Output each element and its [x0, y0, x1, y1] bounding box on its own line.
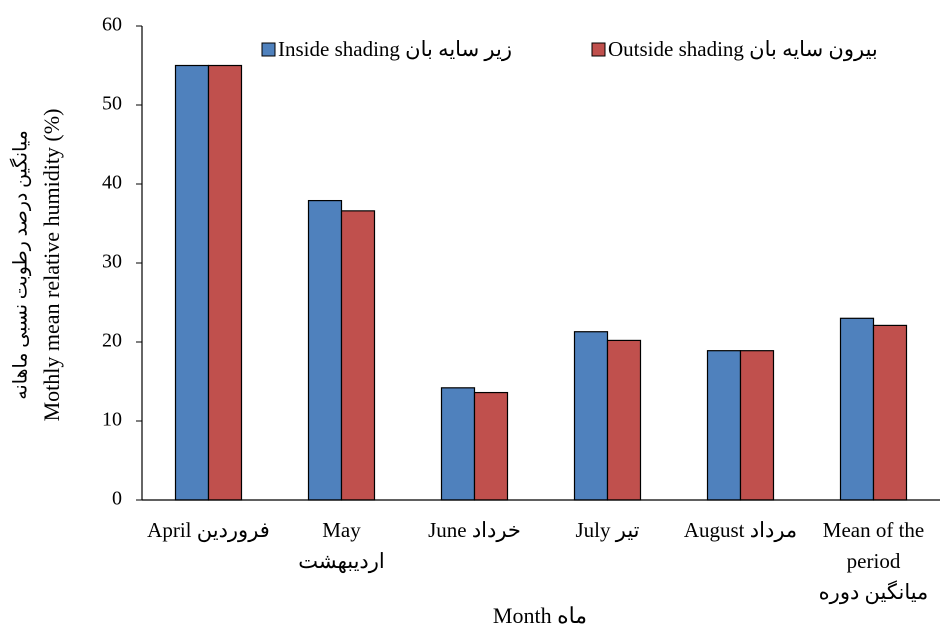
- bar: [839, 317, 875, 501]
- y-tick-label: 40: [102, 172, 122, 194]
- x-tick-label: June خرداد: [428, 518, 521, 543]
- legend-label: Outside shading بیرون سایه بان: [608, 37, 878, 62]
- x-tick-label: July تیر: [575, 518, 639, 543]
- bar: [440, 387, 476, 501]
- bar: [473, 391, 509, 501]
- x-tick-label: May: [322, 518, 361, 542]
- bar: [606, 339, 642, 501]
- bar: [340, 210, 376, 501]
- x-tick-label: Mean of the: [823, 518, 924, 542]
- x-tick-label: اردیبهشت: [298, 549, 385, 574]
- y-axis-label: میانگین درصد رطوبت نسبی ماهانه: [8, 130, 31, 400]
- bar: [207, 64, 243, 501]
- bar: [706, 350, 742, 501]
- bar: [739, 350, 775, 501]
- y-tick-label: 60: [102, 14, 122, 36]
- bar: [573, 331, 609, 501]
- bar: [174, 64, 210, 501]
- bar: [307, 199, 343, 501]
- x-tick-label: period: [847, 549, 901, 573]
- legend-swatch: [591, 42, 606, 57]
- x-tick-label: April فروردین: [147, 518, 270, 543]
- y-tick-label: 50: [102, 93, 122, 115]
- x-tick-label: میانگین دوره: [819, 580, 929, 605]
- y-axis-label: Mothly mean relative humidity (%): [39, 109, 64, 422]
- x-axis-label: Month ماه: [493, 603, 587, 628]
- x-tick-label: August مرداد: [684, 518, 797, 543]
- legend-label: Inside shading زیر سایه بان: [278, 37, 512, 62]
- y-tick-label: 30: [102, 251, 122, 273]
- legend-swatch: [261, 42, 276, 57]
- y-tick-label: 0: [112, 488, 122, 510]
- bar: [872, 324, 908, 501]
- y-tick-label: 20: [102, 330, 122, 352]
- y-tick-label: 10: [102, 409, 122, 431]
